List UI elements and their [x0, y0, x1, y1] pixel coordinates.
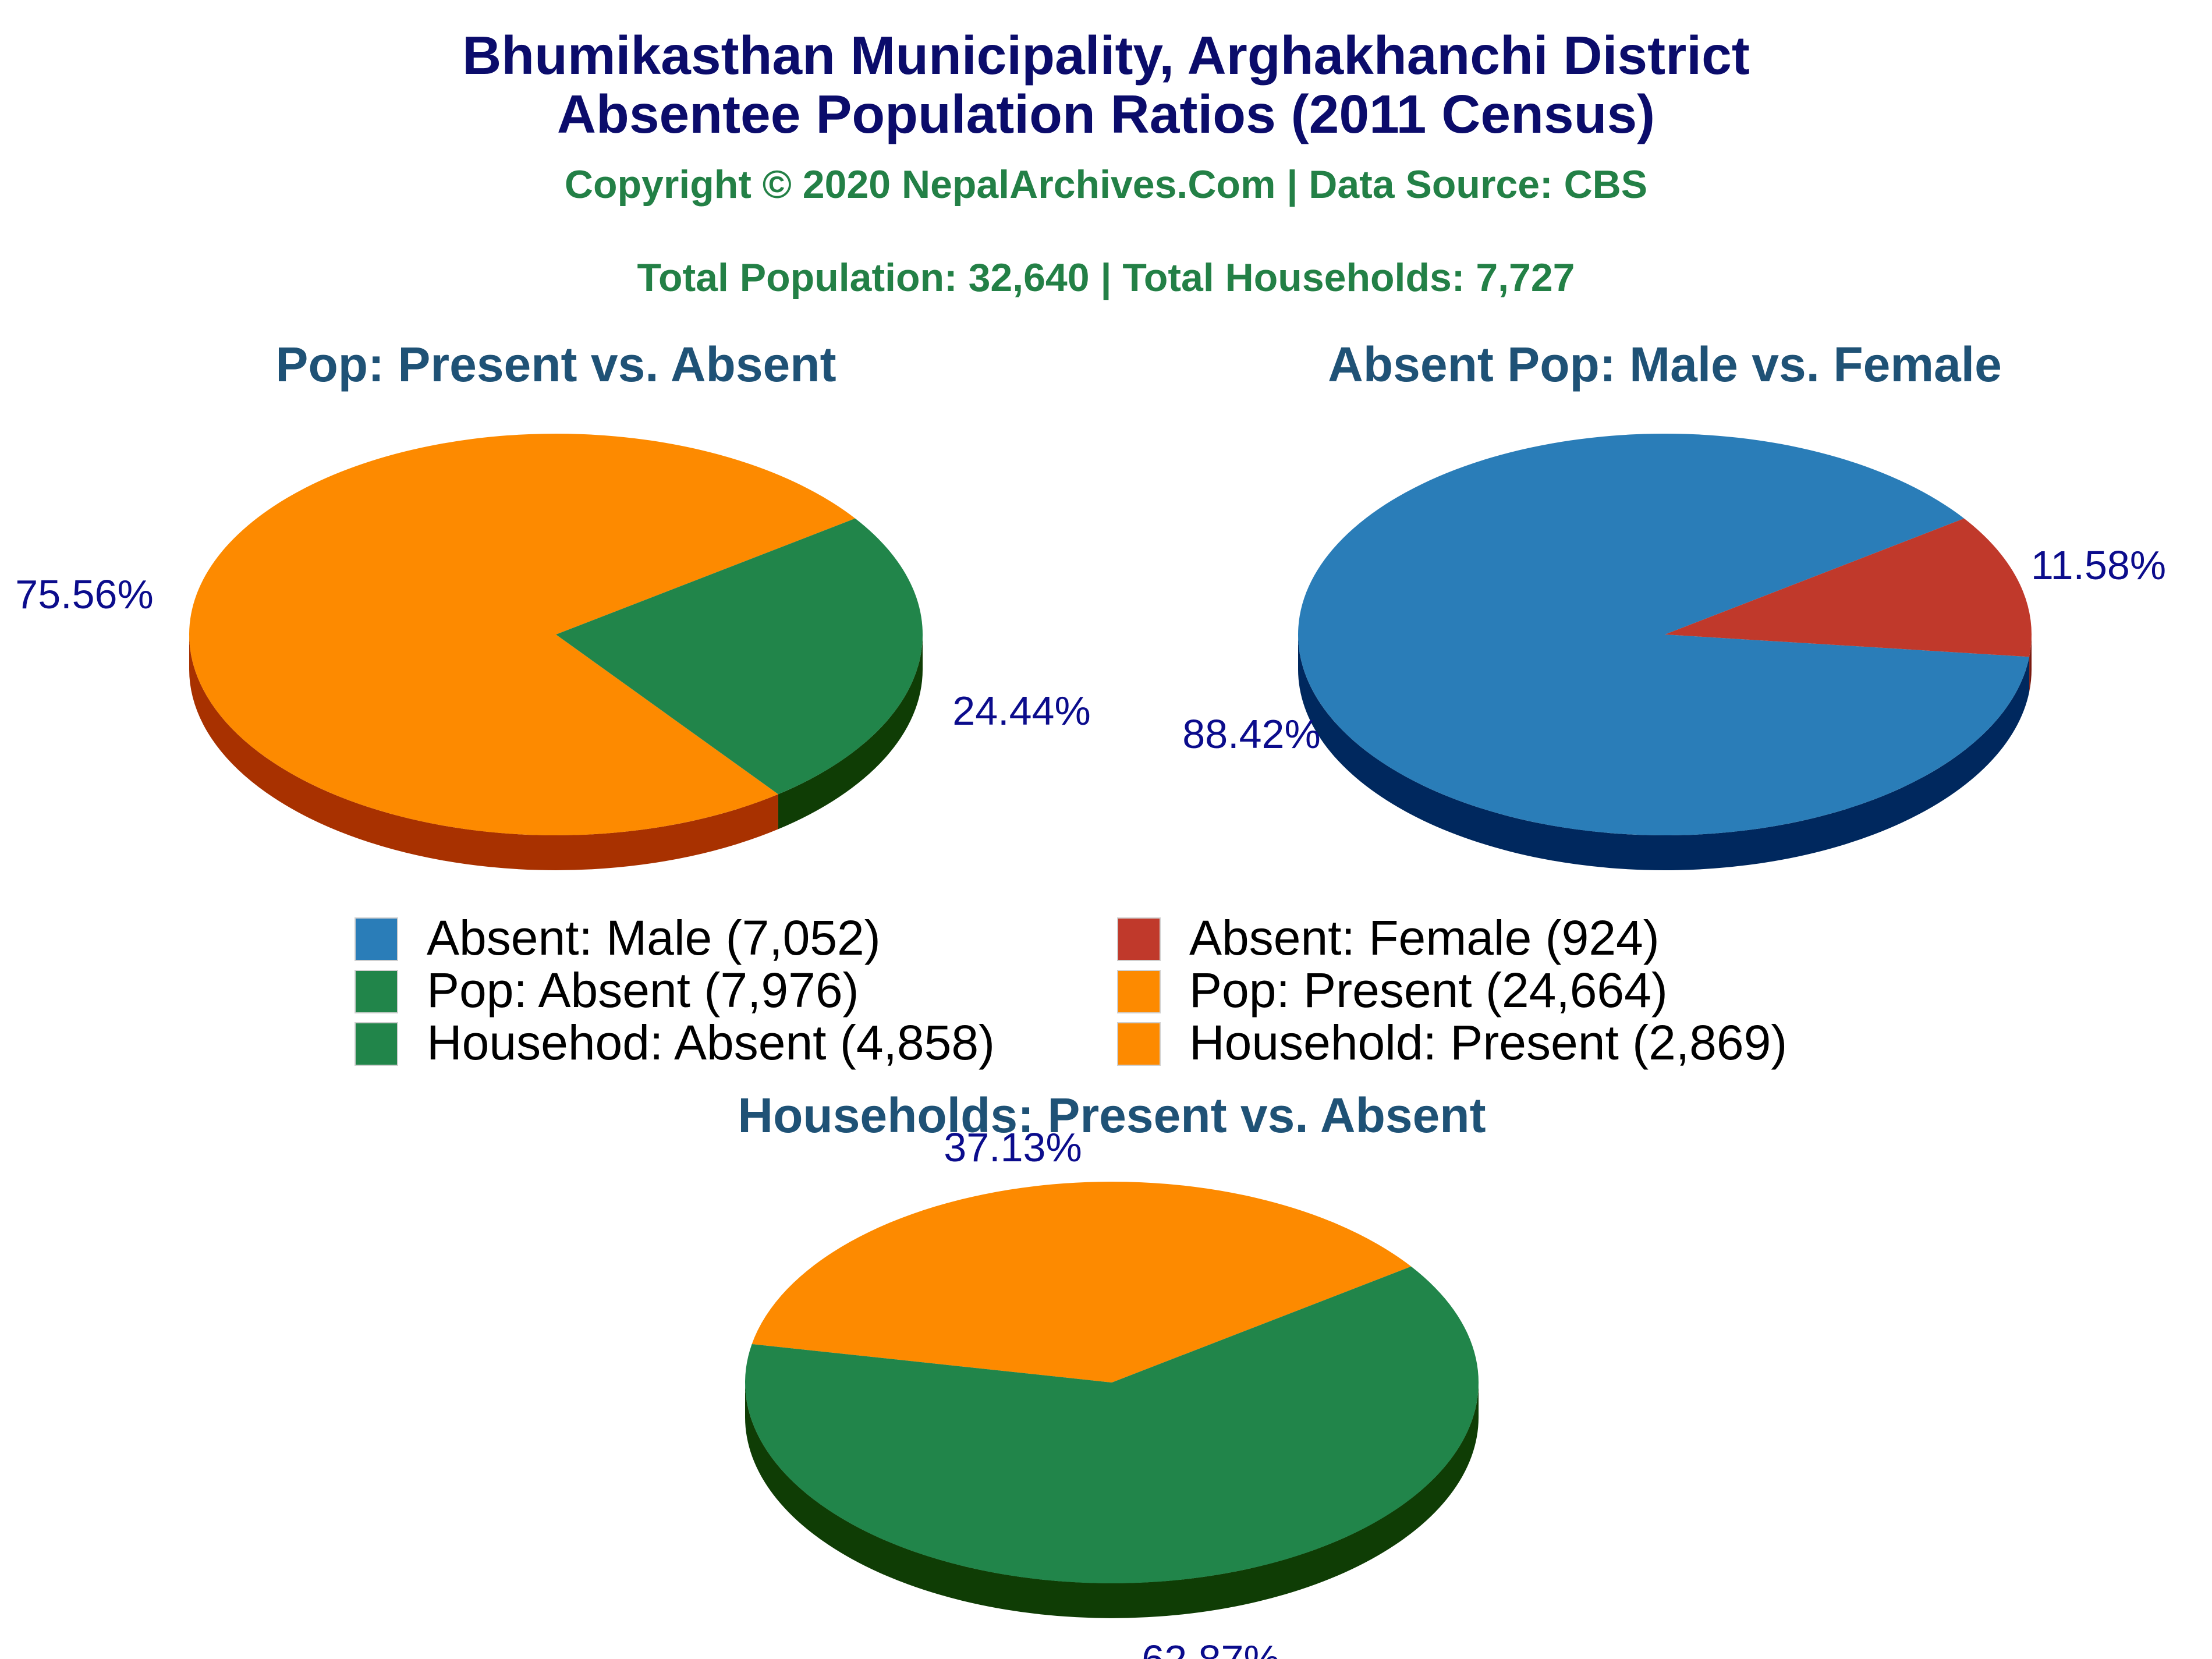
- legend-label: Absent: Male (7,052): [427, 910, 881, 965]
- legend-label: Household: Present (2,869): [1189, 1015, 1787, 1070]
- legend-swatch: [355, 917, 398, 961]
- pie-side-pop-absent: [778, 634, 923, 830]
- legend: Absent: Male (7,052) Absent: Female (924)…: [355, 910, 1787, 1070]
- pie-percent-label-pop-present: 75.56%: [15, 572, 153, 617]
- pie-percent-label-househod-absent: 62.87%: [1142, 1637, 1279, 1659]
- pie-slice-pop-present: [189, 434, 856, 835]
- totals-text: Total Population: 32,640 | Total Househo…: [637, 256, 1575, 300]
- legend-swatch: [355, 970, 398, 1013]
- pie-side-absent-male: [1298, 634, 2030, 870]
- pie-side-househod-absent: [745, 1383, 1479, 1618]
- legend-label: Househod: Absent (4,858): [427, 1015, 995, 1070]
- pie-side-pop-present: [189, 634, 778, 870]
- pie-population-present-vs-absent: Pop: Present vs. Absent 75.56% 24.44%: [15, 337, 1091, 870]
- pie-title: Households: Present vs. Absent: [738, 1088, 1486, 1143]
- pie-percent-label-household-present: 37.13%: [944, 1125, 1082, 1170]
- pie-title: Absent Pop: Male vs. Female: [1328, 337, 2002, 392]
- legend-swatch: [1117, 1022, 1161, 1066]
- pie-title: Pop: Present vs. Absent: [275, 337, 836, 392]
- pie-slice-househod-absent: [745, 1266, 1479, 1584]
- legend-swatch: [1117, 917, 1161, 961]
- legend-swatch: [355, 1022, 398, 1066]
- pie-slice-household-present: [751, 1182, 1412, 1383]
- copyright-text: Copyright © 2020 NepalArchives.Com | Dat…: [565, 162, 1647, 207]
- pie-percent-label-absent-male: 88.42%: [1182, 711, 1320, 757]
- legend-label: Pop: Present (24,664): [1189, 963, 1668, 1018]
- pie-percent-label-pop-absent: 24.44%: [952, 688, 1090, 733]
- pie-percent-label-absent-female: 11.58%: [2031, 543, 2166, 588]
- chart-title-line1: Bhumikasthan Municipality, Arghakhanchi …: [462, 25, 1750, 86]
- pie-side-absent-female: [2029, 634, 2032, 692]
- pie-slice-absent-female: [1665, 518, 2032, 657]
- pie-absent-male-vs-female: Absent Pop: Male vs. Female 88.42% 11.58%: [1182, 337, 2166, 870]
- chart-title-line2: Absentee Population Ratios (2011 Census): [557, 84, 1655, 144]
- pie-slice-pop-absent: [556, 518, 923, 795]
- legend-swatch: [1117, 970, 1161, 1013]
- pie-slice-absent-male: [1298, 433, 2030, 836]
- legend-label: Absent: Female (924): [1189, 910, 1660, 965]
- legend-label: Pop: Absent (7,976): [427, 963, 859, 1018]
